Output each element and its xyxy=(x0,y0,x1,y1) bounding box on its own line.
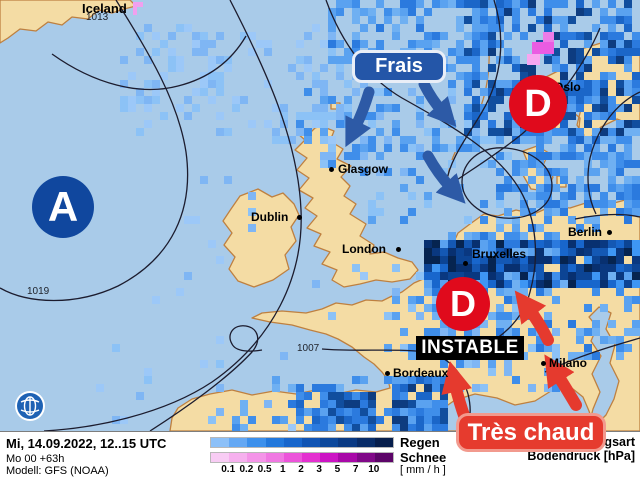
city-dot xyxy=(329,167,334,172)
snow-legend-label: Schnee xyxy=(400,450,447,465)
land-iceland xyxy=(0,0,137,44)
legend-segment xyxy=(338,438,357,447)
low-pressure-badge: D xyxy=(436,277,490,331)
legend-tick: 0.2 xyxy=(239,464,254,475)
legend-segment xyxy=(265,438,284,447)
legend-segment xyxy=(338,453,357,462)
low-pressure-badge: D xyxy=(509,75,567,133)
legend-segment xyxy=(247,453,266,462)
city-dot xyxy=(396,247,401,252)
city-label: Bordeaux xyxy=(393,366,449,380)
site-logo-icon xyxy=(15,391,45,421)
legend-tick: 5 xyxy=(334,464,341,475)
high-pressure-badge: A xyxy=(32,176,94,238)
land-ireland xyxy=(222,188,300,288)
legend-segment xyxy=(283,453,303,462)
legend-segment xyxy=(302,438,321,447)
legend-segment xyxy=(229,453,248,462)
legend-segment xyxy=(283,438,303,447)
isobar-value: 1013 xyxy=(86,12,109,23)
legend-segment xyxy=(320,453,339,462)
legend-tick: 1 xyxy=(280,464,286,475)
legend-segment xyxy=(247,438,266,447)
annotation-tres-chaud: Très chaud xyxy=(456,413,606,452)
annotation-frais: Frais xyxy=(352,50,446,83)
cool-arrow-2 xyxy=(418,78,457,127)
legend-tick: 0.5 xyxy=(257,464,272,475)
city-label: Dublin xyxy=(251,210,289,224)
legend-segment xyxy=(356,453,375,462)
legend-segment xyxy=(229,438,248,447)
valid-datetime: Mi, 14.09.2022, 12..15 UTC xyxy=(6,436,167,451)
model-run: Mo 00 +63h xyxy=(6,453,65,465)
annotation-instable: INSTABLE xyxy=(416,336,524,360)
legend-tick: 0.1 xyxy=(221,464,236,475)
warm-arrow-3 xyxy=(544,354,582,411)
legend-segment xyxy=(211,453,230,462)
city-label: Berlin xyxy=(568,225,603,239)
rain-color-scale xyxy=(210,437,394,448)
legend-tick: 2 xyxy=(298,464,304,475)
legend-segment xyxy=(302,453,321,462)
city-label: Glasgow xyxy=(338,162,389,176)
region-label-iceland: Iceland xyxy=(82,1,127,16)
isobars xyxy=(0,0,640,431)
rain-legend-label: Regen xyxy=(400,435,440,450)
cool-arrow-1 xyxy=(345,86,375,148)
annotation-frais-text: Frais xyxy=(375,55,423,77)
annotation-tres-chaud-text: Très chaud xyxy=(467,418,595,446)
cool-arrow-3 xyxy=(422,150,466,204)
city-label: London xyxy=(342,242,386,256)
map-overlay: Iceland 1013 1019 1007 Glasgow Dublin London… xyxy=(27,1,612,380)
isobar-value: 1007 xyxy=(297,343,320,354)
caption-pressure: Bodendruck [hPa] xyxy=(527,449,635,463)
snow-color-scale xyxy=(210,452,394,463)
legend-segment xyxy=(356,438,375,447)
model-name: Modell: GFS (NOAA) xyxy=(6,465,109,477)
city-dot xyxy=(297,215,302,220)
legend-segment xyxy=(265,453,284,462)
isobar-value: 1019 xyxy=(27,286,50,297)
city-dot xyxy=(607,230,612,235)
city-dot xyxy=(385,371,390,376)
legend-tick: 10 xyxy=(368,464,380,475)
city-dot xyxy=(463,261,468,266)
legend-segment xyxy=(374,453,394,462)
city-label: Milano xyxy=(549,356,587,370)
legend-segment xyxy=(320,438,339,447)
annotation-instable-text: INSTABLE xyxy=(421,337,519,358)
legend-segment xyxy=(374,438,394,447)
cool-air-arrows xyxy=(345,78,466,204)
legend-tick: 3 xyxy=(316,464,322,475)
city-dot xyxy=(541,361,546,366)
legend-segment xyxy=(211,438,230,447)
legend-unit: [ mm / h ] xyxy=(400,464,446,476)
warm-arrow-1 xyxy=(514,290,554,346)
city-label: Bruxelles xyxy=(472,247,527,261)
legend-tick: 7 xyxy=(352,464,359,475)
